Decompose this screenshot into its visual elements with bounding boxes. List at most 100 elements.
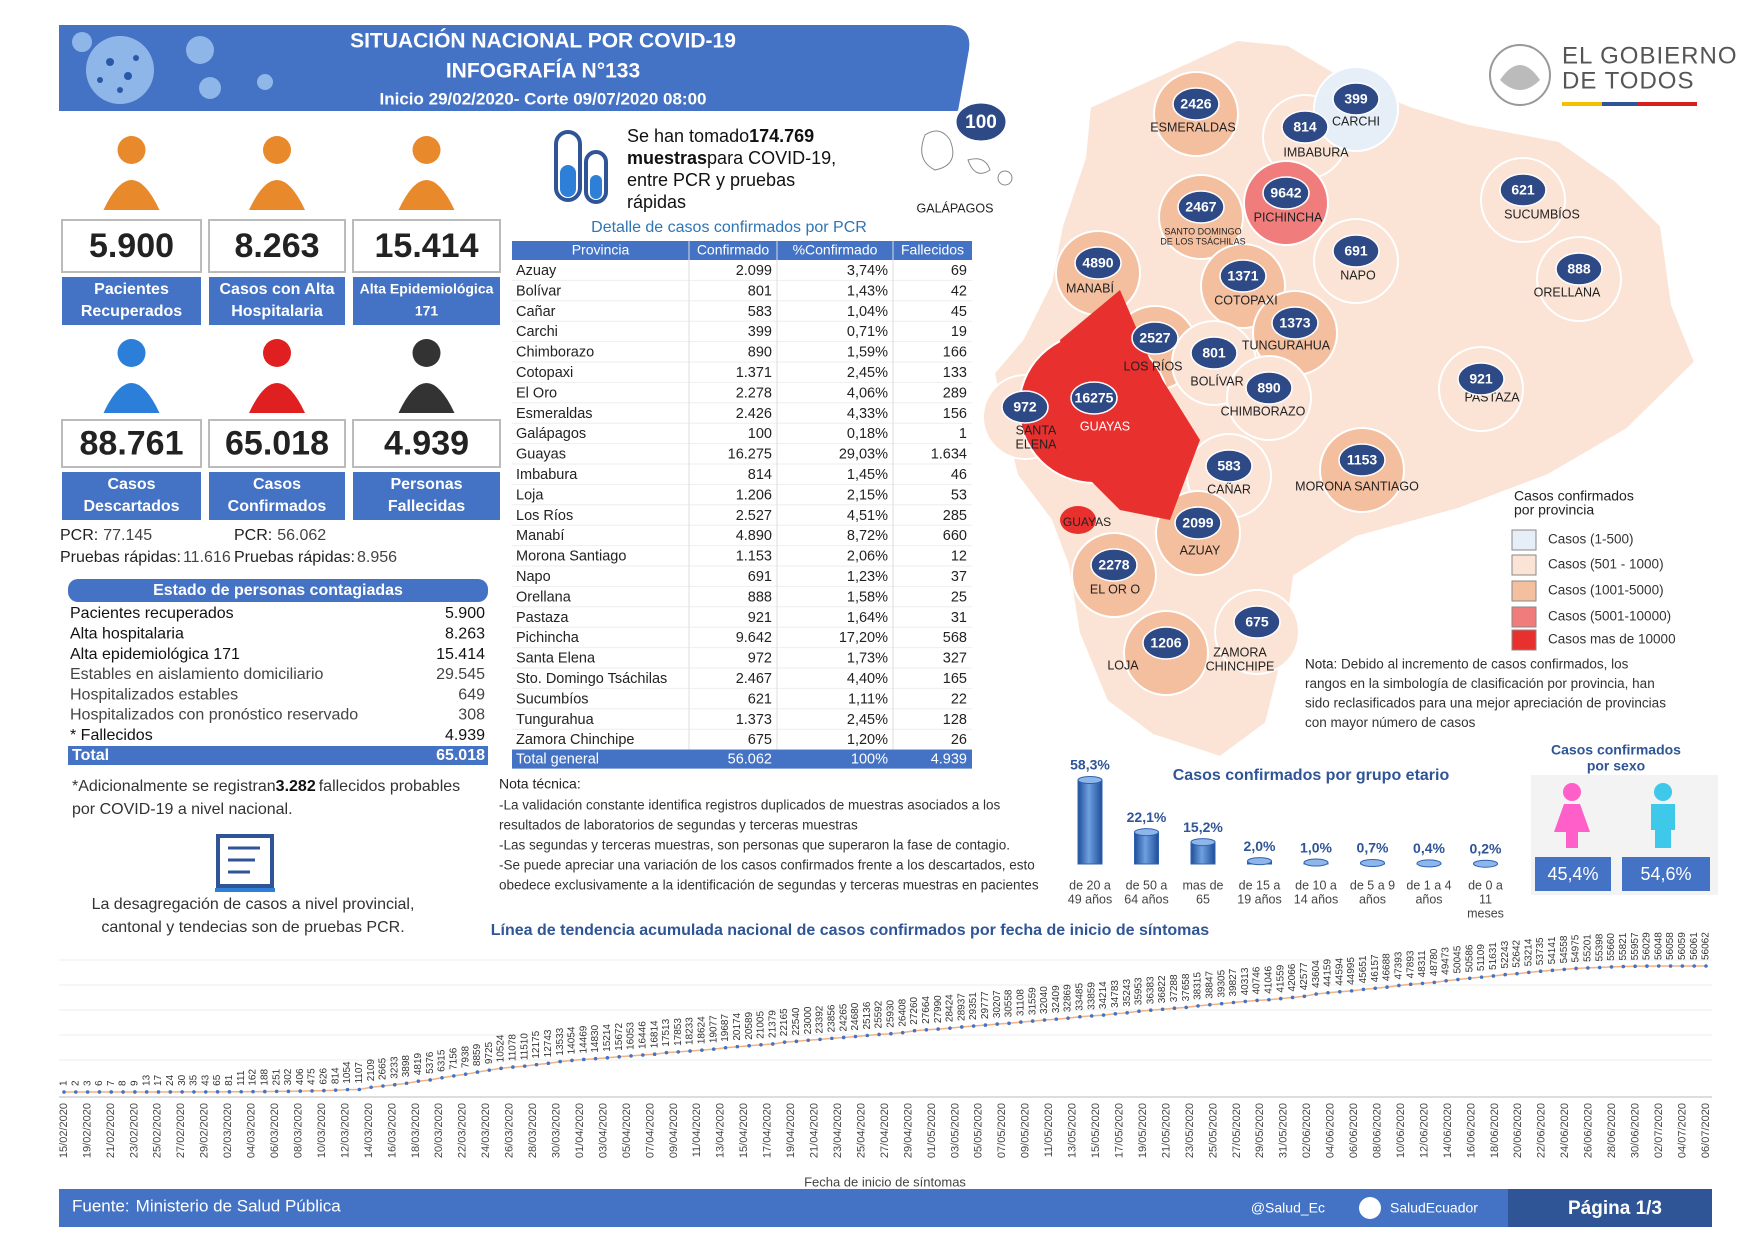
table-cell: 1.634	[931, 447, 967, 463]
trend-point	[1267, 997, 1271, 1002]
table-cell: 128	[943, 712, 967, 728]
trend-point	[735, 1044, 740, 1049]
trend-value-label: 188	[259, 1068, 270, 1085]
table-cell: 1	[959, 426, 967, 442]
kpi-icon-head	[412, 339, 441, 367]
trend-point	[853, 1034, 858, 1039]
trend-value-label: 14054	[567, 1026, 578, 1054]
trend-date: 26/03/2020	[504, 1103, 516, 1158]
trend-value-label: 24	[165, 1074, 176, 1086]
trend-value-label: 46688	[1382, 953, 1393, 981]
province-value: 16275	[1075, 390, 1114, 406]
trend-value-label: 48780	[1429, 948, 1440, 976]
trend-point	[676, 1050, 681, 1054]
trend-value-label: 31559	[1027, 987, 1038, 1015]
age-title: Casos confirmados por grupo etario	[1173, 767, 1450, 784]
table-cell: 31	[951, 610, 967, 626]
province-value: 9642	[1270, 185, 1301, 201]
trend-value-label: 41046	[1264, 966, 1275, 994]
age-category: de 10 a	[1295, 878, 1337, 892]
trend-date: 13/05/2020	[1067, 1103, 1079, 1158]
table-cell: 46	[951, 467, 967, 483]
table-cell: Sucumbíos	[516, 691, 589, 707]
trend-value-label: 27664	[921, 996, 932, 1024]
trend-point	[1668, 964, 1673, 968]
province-bubble	[1271, 306, 1319, 340]
province-value: 2467	[1185, 199, 1216, 215]
trend-point	[62, 1090, 66, 1094]
table-cell: 100	[748, 426, 772, 442]
province-label: GUAYAS	[1063, 515, 1111, 529]
trend-point	[1562, 967, 1567, 972]
trend-point	[192, 1090, 196, 1094]
trend-value-label: 251	[271, 1068, 282, 1085]
trend-value-label: 46157	[1370, 954, 1381, 982]
trend-point	[369, 1085, 373, 1090]
trend-date: 25/04/2020	[855, 1103, 867, 1158]
virus-dots	[97, 55, 139, 93]
province-value: 1373	[1279, 315, 1310, 331]
kpi-label-box	[62, 277, 201, 325]
estado-total-label: Total	[72, 747, 109, 764]
kpi-label-box	[353, 472, 500, 520]
trend-point	[1148, 1008, 1153, 1013]
table-cell: Zamora Chinchipe	[516, 732, 634, 748]
age-category: 11	[1479, 892, 1492, 906]
header-subtitle: INFOGRAFÍA N°133	[446, 60, 640, 83]
trend-point	[263, 1089, 267, 1094]
province-value: 100	[965, 112, 997, 133]
trend-value-label: 16814	[649, 1020, 660, 1048]
table-cell: 2.527	[736, 508, 772, 524]
kpi-label: Confirmados	[228, 498, 327, 515]
trend-point	[1456, 977, 1460, 982]
trend-value-label: 55957	[1630, 932, 1641, 960]
table-column: %Confirmado	[793, 242, 878, 258]
trend-value-label: 27990	[933, 995, 944, 1023]
trend-point	[1302, 994, 1307, 999]
table-cell: 19	[951, 324, 967, 340]
province-value: 814	[1293, 119, 1317, 135]
table-cell: 1.153	[736, 549, 772, 565]
trend-date: 21/02/2020	[105, 1103, 117, 1158]
trend-point	[1137, 1009, 1141, 1013]
trend-point	[1538, 969, 1543, 974]
trend-date: 31/05/2020	[1278, 1103, 1290, 1158]
kpi-value: 8.263	[234, 227, 319, 265]
trend-value-label: 3233	[389, 1056, 400, 1079]
trend-value-label: 29351	[968, 992, 979, 1020]
age-category: años	[1359, 892, 1386, 906]
table-cell: Los Ríos	[516, 508, 573, 524]
footer-bar	[59, 1189, 1712, 1227]
province-label: MANABÍ	[1066, 280, 1114, 295]
province-bubble	[1219, 259, 1267, 293]
trend-value-label: 23856	[826, 1004, 837, 1032]
table-cell: 921	[748, 610, 772, 626]
trend-value-label: 48311	[1417, 950, 1428, 978]
table-cell: 675	[748, 732, 772, 748]
province-label: ELENA	[1016, 437, 1058, 451]
kpi-icon-body	[103, 383, 160, 413]
trend-point	[971, 1024, 976, 1028]
trend-point	[1408, 982, 1413, 987]
trend-point	[865, 1033, 870, 1038]
trend-value-label: 18624	[697, 1016, 708, 1044]
trend-value-label: 36822	[1157, 975, 1168, 1003]
trend-value-label: 25136	[862, 1001, 873, 1029]
age-bar-cap	[1077, 776, 1103, 784]
rapid-label: Pruebas rápidas:	[60, 549, 181, 566]
trend-point	[688, 1049, 692, 1053]
trend-date: 02/03/2020	[222, 1103, 234, 1158]
trend-point	[452, 1074, 456, 1078]
trend-date: 30/06/2020	[1630, 1103, 1642, 1158]
table-cell: 1,45%	[847, 467, 888, 483]
trend-point	[1680, 964, 1685, 968]
trend-point	[924, 1028, 929, 1032]
table-cell: 156	[943, 406, 967, 422]
province-label: CAÑAR	[1207, 482, 1251, 496]
trend-point	[995, 1022, 1000, 1026]
province-value: 2099	[1182, 515, 1213, 531]
trend-value-label: 53214	[1523, 938, 1534, 966]
trend-point	[948, 1026, 952, 1030]
table-cell: 12	[951, 549, 967, 565]
estado-value: 29.545	[436, 666, 485, 683]
